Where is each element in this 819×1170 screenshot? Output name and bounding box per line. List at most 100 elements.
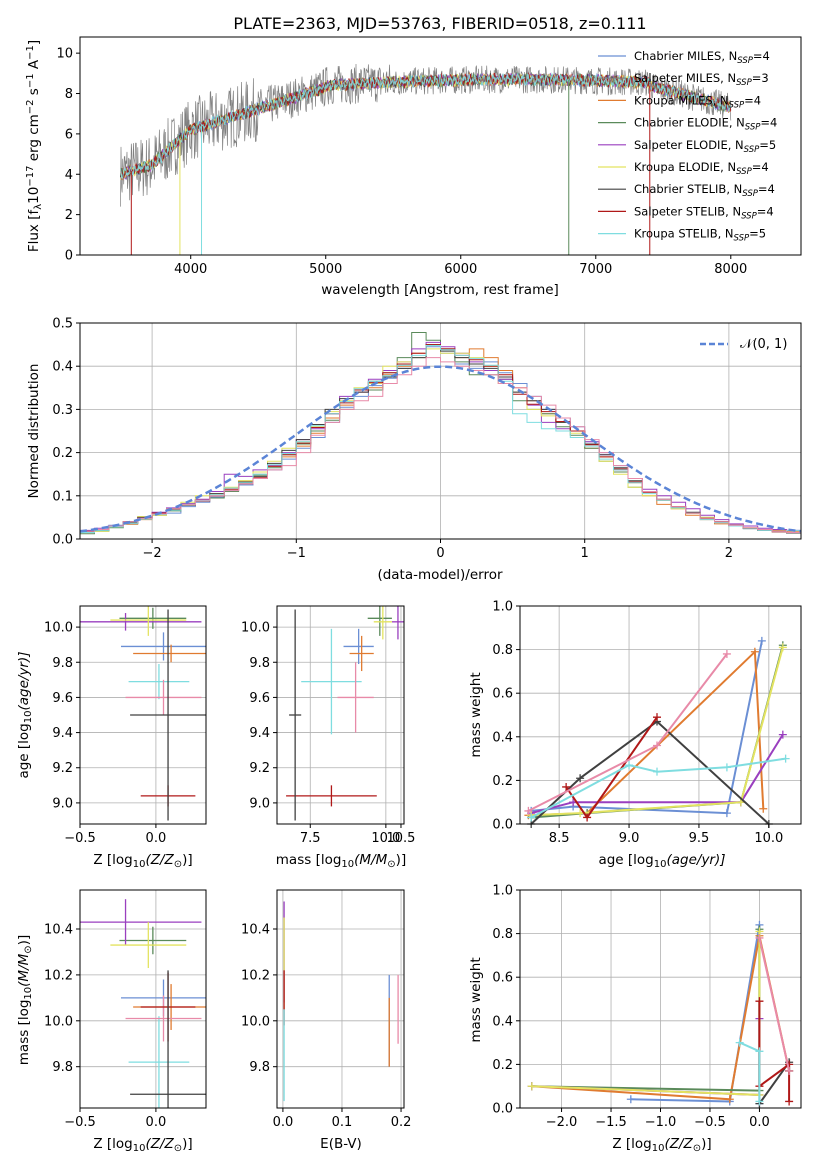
x-tick-label: 7.5 xyxy=(300,831,321,846)
legend-label: Chabrier STELIB, NSSP=4 xyxy=(634,182,775,199)
age-vs-z-y-ticks: 9.0 9.2 9.4 9.6 9.8 10.0 xyxy=(44,621,80,811)
legend-label: Chabrier ELODIE, NSSP=4 xyxy=(634,116,777,133)
data-point-marker xyxy=(759,804,768,813)
weight-vs-z-lines xyxy=(527,920,794,1108)
weight-vs-age-panel: 8.5 9.0 9.5 10.0 0.0 0.2 0.4 0.6 0.8 1.0 age [lo… xyxy=(468,600,802,870)
x-tick-label: −2.0 xyxy=(546,1115,578,1130)
x-tick-label: 0.0 xyxy=(749,1115,770,1130)
age-vs-mass-x-label: mass [log10(M/M⊙)] xyxy=(276,852,406,870)
legend-label: Salpeter ELODIE, NSSP=5 xyxy=(634,138,776,155)
series-line xyxy=(530,720,770,825)
spectrum-y-label: Flux [fλ10−17 erg cm−2 s−1 A−1] xyxy=(25,40,44,252)
x-tick-label: −0.5 xyxy=(64,831,96,846)
legend-label: Kroupa ELODIE, NSSP=4 xyxy=(634,160,769,177)
x-tick-label: 4000 xyxy=(174,262,207,277)
legend-label: Chabrier MILES, NSSP=4 xyxy=(634,49,770,66)
spectrum-panel: PLATE=2363, MJD=53763, FIBERID=0518, z=0… xyxy=(25,14,802,298)
weight-vs-z-panel: −2.0 −1.5 −1.0 −0.5 0.0 0.0 0.2 0.4 0.6 0.8 1.0 Z… xyxy=(468,884,802,1154)
y-tick-label: 4 xyxy=(65,168,73,183)
weight-vs-age-x-label: age [log10(age/yr)] xyxy=(598,852,725,870)
x-tick-label: −1.5 xyxy=(595,1115,627,1130)
y-tick-label: 9.8 xyxy=(249,656,270,671)
series-line xyxy=(531,929,761,1092)
data-point-marker xyxy=(725,1095,734,1104)
y-tick-label: 9.2 xyxy=(52,761,73,776)
x-tick-label: 0.1 xyxy=(332,1115,353,1130)
spectrum-plot-area xyxy=(120,63,732,255)
mass-vs-z-panel: −0.5 0.0 9.810.010.210.4 Z [log10(Z/Z⊙)] … xyxy=(16,889,207,1154)
y-tick-label: 0.2 xyxy=(492,1058,513,1073)
age-vs-z-errorbars xyxy=(80,606,206,821)
y-tick-label: 10.4 xyxy=(44,923,73,938)
data-point-marker xyxy=(785,1097,794,1106)
y-tick-label: 10.2 xyxy=(241,968,270,983)
age-vs-z-x-label: Z [log10(Z/Z⊙)] xyxy=(93,852,192,870)
weight-vs-age-y-label: mass weight xyxy=(468,672,484,757)
mass-vs-z-frame xyxy=(79,889,207,1109)
age-vs-z-y-label: age [log10(age/yr)] xyxy=(16,651,34,778)
y-tick-label: 0.8 xyxy=(492,643,513,658)
weight-vs-age-frame xyxy=(519,605,802,825)
weight-vs-age-y-ticks: 0.0 0.2 0.4 0.6 0.8 1.0 xyxy=(492,600,520,833)
x-tick-label: 10.5 xyxy=(386,831,415,846)
x-tick-label: 10.0 xyxy=(371,831,400,846)
x-tick-label: −0.5 xyxy=(694,1115,726,1130)
residual-x-ticks: −2 −1 0 1 2 xyxy=(143,539,733,561)
data-point-marker xyxy=(755,1047,764,1056)
y-tick-label: 9.6 xyxy=(52,691,73,706)
data-point-marker xyxy=(653,741,662,750)
age-vs-mass-panel: 7.5 10.010.5 9.09.29.49.69.810.0 mass [lo… xyxy=(241,605,415,870)
mass-vs-z-x-label: Z [log10(Z/Z⊙)] xyxy=(93,1136,192,1154)
weight-vs-z-x-label: Z [log10(Z/Z⊙)] xyxy=(612,1136,711,1154)
data-point-marker xyxy=(722,649,731,658)
data-point-marker xyxy=(778,643,787,652)
x-tick-label: 0 xyxy=(436,546,444,561)
series-line xyxy=(758,937,791,1072)
y-tick-label: 0.8 xyxy=(492,927,513,942)
y-tick-label: 9.8 xyxy=(52,656,73,671)
y-tick-label: 0.4 xyxy=(492,1014,513,1029)
data-point-marker xyxy=(576,809,585,818)
age-vs-mass-x-ticks: 7.5 10.010.5 xyxy=(300,824,415,846)
age-vs-mass-y-ticks: 9.0 9.2 9.4 9.6 9.8 10.0 xyxy=(241,621,277,811)
data-point-marker xyxy=(562,782,571,791)
x-tick-label: 0.2 xyxy=(391,1115,412,1130)
data-point-marker xyxy=(653,713,662,722)
mass-vs-ebv-grid xyxy=(277,890,404,1108)
y-tick-label: 0.1 xyxy=(52,489,73,504)
y-tick-label: 9.8 xyxy=(52,1060,73,1075)
data-point-marker xyxy=(626,1095,635,1104)
y-tick-label: 0.3 xyxy=(52,403,73,418)
y-tick-label: 6 xyxy=(65,127,73,142)
x-tick-label: 8.5 xyxy=(549,831,570,846)
y-tick-label: 0.5 xyxy=(52,317,73,332)
weight-vs-z-y-ticks: 0.0 0.2 0.4 0.6 0.8 1.0 xyxy=(492,884,520,1117)
series-line xyxy=(531,1018,761,1096)
y-tick-label: 10 xyxy=(56,47,73,62)
data-point-marker xyxy=(778,730,787,739)
mass-vs-ebv-panel: 0.0 0.1 0.2 9.8 10.0 10.2 10.4 E(B-V) xyxy=(241,889,412,1152)
age-vs-z-x-ticks: −0.5 0.0 xyxy=(64,824,166,846)
x-tick-label: 6000 xyxy=(444,262,477,277)
x-tick-label: 0.0 xyxy=(146,1115,167,1130)
legend-label: Kroupa STELIB, NSSP=5 xyxy=(634,227,766,244)
legend-label: Kroupa MILES, NSSP=4 xyxy=(634,93,761,110)
x-tick-label: 10.0 xyxy=(754,831,783,846)
y-tick-label: 10.0 xyxy=(241,621,270,636)
weight-vs-z-x-ticks: −2.0 −1.5 −1.0 −0.5 0.0 xyxy=(546,1108,770,1130)
data-point-marker xyxy=(527,813,536,822)
y-tick-label: 0 xyxy=(65,249,73,264)
data-point-marker xyxy=(755,997,764,1006)
residual-histograms xyxy=(79,332,802,535)
spectrum-x-label: wavelength [Angstrom, rest frame] xyxy=(321,282,559,298)
data-point-marker xyxy=(722,809,731,818)
y-tick-label: 10.0 xyxy=(241,1014,270,1029)
spectrum-x-ticks: 4000 5000 6000 7000 8000 xyxy=(174,255,747,277)
residual-y-ticks: 0.0 0.1 0.2 0.3 0.4 0.5 xyxy=(52,317,80,548)
spectrum-frame xyxy=(79,36,802,256)
series-line xyxy=(758,1001,791,1102)
y-tick-label: 0.0 xyxy=(52,533,73,548)
data-point-marker xyxy=(653,767,662,776)
y-tick-label: 9.8 xyxy=(249,1060,270,1075)
